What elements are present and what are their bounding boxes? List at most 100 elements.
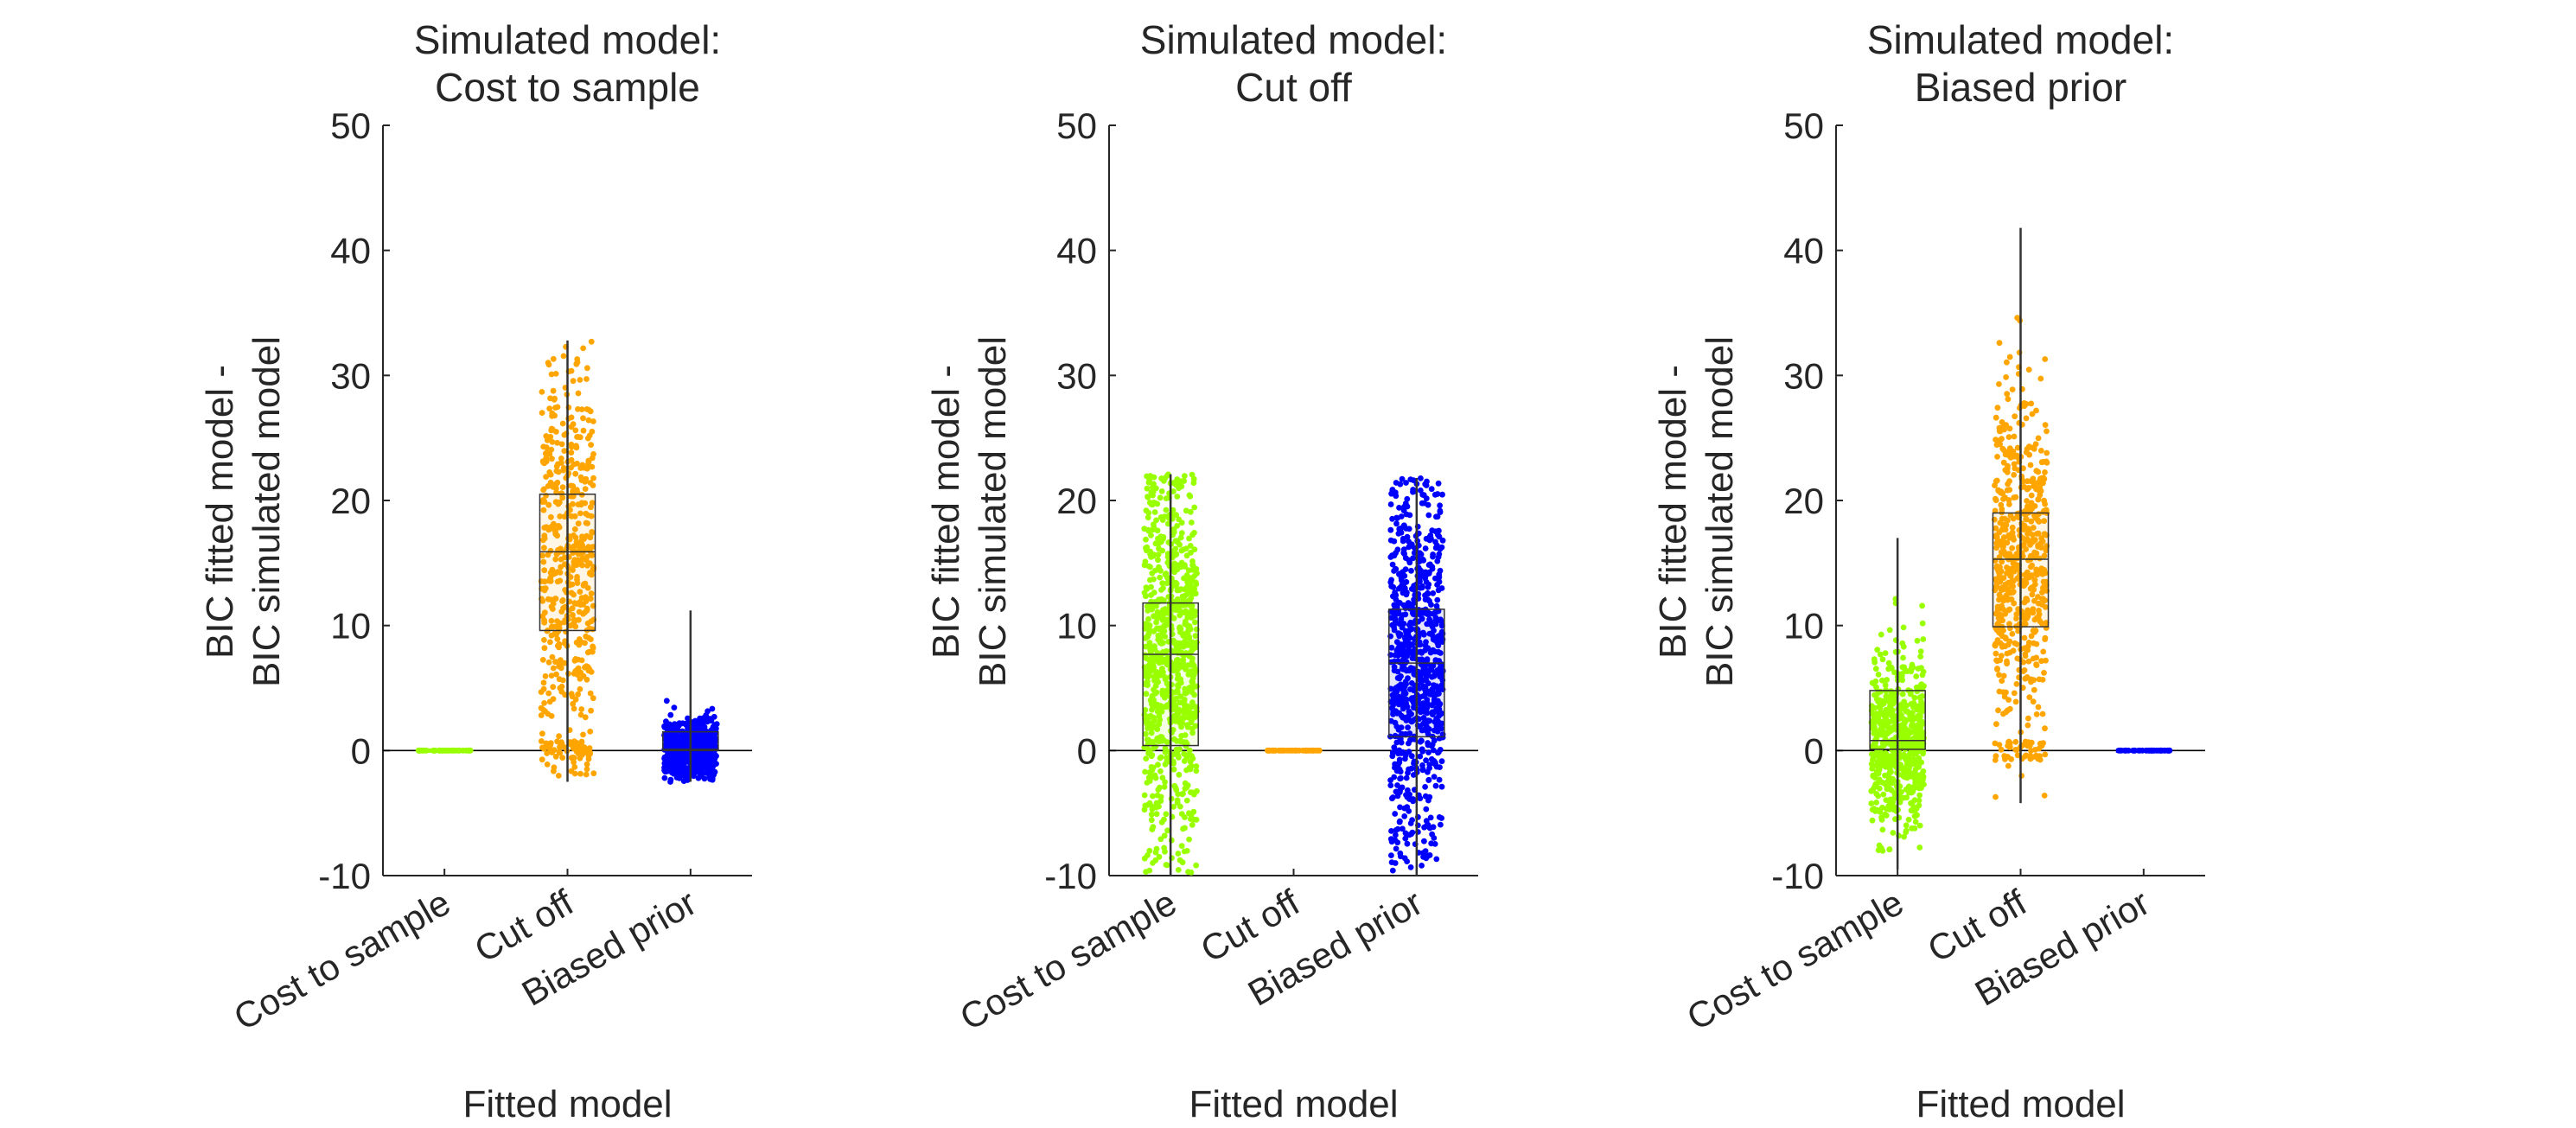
data-point [574, 356, 581, 362]
data-point [1871, 680, 1878, 687]
data-point [1153, 485, 1159, 492]
data-point [1187, 493, 1194, 500]
data-point [2021, 541, 2027, 548]
data-point [2014, 315, 2021, 322]
data-point [1871, 656, 1878, 663]
data-point [2028, 633, 2035, 640]
data-point [1438, 725, 1444, 732]
data-point [664, 752, 671, 759]
data-point [1425, 740, 1431, 746]
data-point [584, 649, 591, 656]
y-tick-label: -10 [1044, 856, 1097, 896]
data-point [1189, 672, 1196, 679]
data-point [554, 635, 561, 642]
data-point [1391, 538, 1398, 545]
data-point [2011, 472, 2018, 478]
data-point [1177, 626, 1184, 633]
data-point [1170, 760, 1176, 767]
data-point [2014, 553, 2021, 560]
data-point [2011, 453, 2018, 460]
data-point [584, 520, 590, 526]
data-point [2012, 738, 2019, 745]
data-point [1420, 664, 1427, 671]
data-point [1916, 822, 1923, 829]
data-point [2036, 608, 2042, 614]
data-point [1186, 764, 1193, 771]
data-point [1162, 674, 1169, 680]
data-point [1882, 650, 1889, 656]
data-point [1162, 634, 1169, 640]
data-point [547, 575, 554, 581]
data-point [554, 642, 561, 649]
data-point [557, 577, 564, 584]
data-point [577, 589, 583, 595]
data-point [1157, 533, 1164, 539]
data-point [557, 657, 564, 664]
data-point [558, 456, 564, 462]
data-point [579, 562, 585, 569]
data-point [1157, 734, 1164, 740]
data-point [542, 585, 549, 591]
data-point [1992, 642, 1999, 649]
data-point [1429, 527, 1436, 534]
data-point [1148, 817, 1155, 824]
data-point [1396, 641, 1403, 648]
data-point [1401, 813, 1408, 819]
data-point [1871, 704, 1878, 711]
data-point [1161, 622, 1167, 629]
data-point [1178, 483, 1185, 490]
data-point [576, 616, 582, 623]
data-point [573, 443, 579, 449]
data-point [1181, 758, 1188, 764]
y-tick-label: 50 [330, 105, 371, 146]
data-point [1387, 782, 1394, 788]
data-point [1910, 773, 1916, 780]
data-point [1387, 501, 1394, 507]
data-point [1163, 648, 1170, 654]
data-point [2031, 581, 2038, 588]
data-point [1402, 835, 1409, 842]
data-point [575, 390, 582, 397]
data-point [1145, 563, 1152, 570]
data-point [2034, 571, 2040, 578]
data-point [568, 414, 575, 421]
data-point [1886, 711, 1892, 717]
data-point [1391, 744, 1398, 750]
data-point [1993, 563, 2000, 570]
data-point [2028, 400, 2035, 407]
data-point [587, 750, 594, 757]
data-point [680, 778, 687, 784]
data-point [1868, 800, 1875, 806]
data-point [1411, 687, 1418, 694]
data-point [2043, 507, 2050, 513]
data-point [1436, 776, 1443, 783]
data-point [1900, 643, 1907, 650]
data-point [582, 486, 589, 492]
data-point [1178, 478, 1184, 485]
data-point [1890, 754, 1897, 761]
data-point [544, 762, 551, 768]
data-point [2005, 596, 2011, 603]
data-point [676, 722, 682, 729]
data-point [1176, 612, 1183, 619]
data-point [1389, 795, 1395, 802]
data-point [1145, 722, 1151, 728]
data-point [1884, 723, 1891, 730]
data-point [572, 623, 579, 630]
data-point [1151, 646, 1158, 653]
data-point [559, 677, 566, 684]
data-point [1994, 658, 2000, 665]
data-point [1888, 787, 1895, 793]
data-point [556, 524, 563, 531]
data-point [1175, 752, 1182, 759]
data-point [2035, 435, 2042, 442]
data-point [1394, 546, 1401, 553]
data-point [2021, 667, 2028, 673]
data-point [1882, 682, 1889, 689]
data-point [553, 671, 559, 678]
data-point [1427, 620, 1434, 626]
data-point [2030, 698, 2037, 705]
data-point [1403, 628, 1409, 635]
data-point [2003, 592, 2010, 599]
data-point [1999, 558, 2005, 565]
